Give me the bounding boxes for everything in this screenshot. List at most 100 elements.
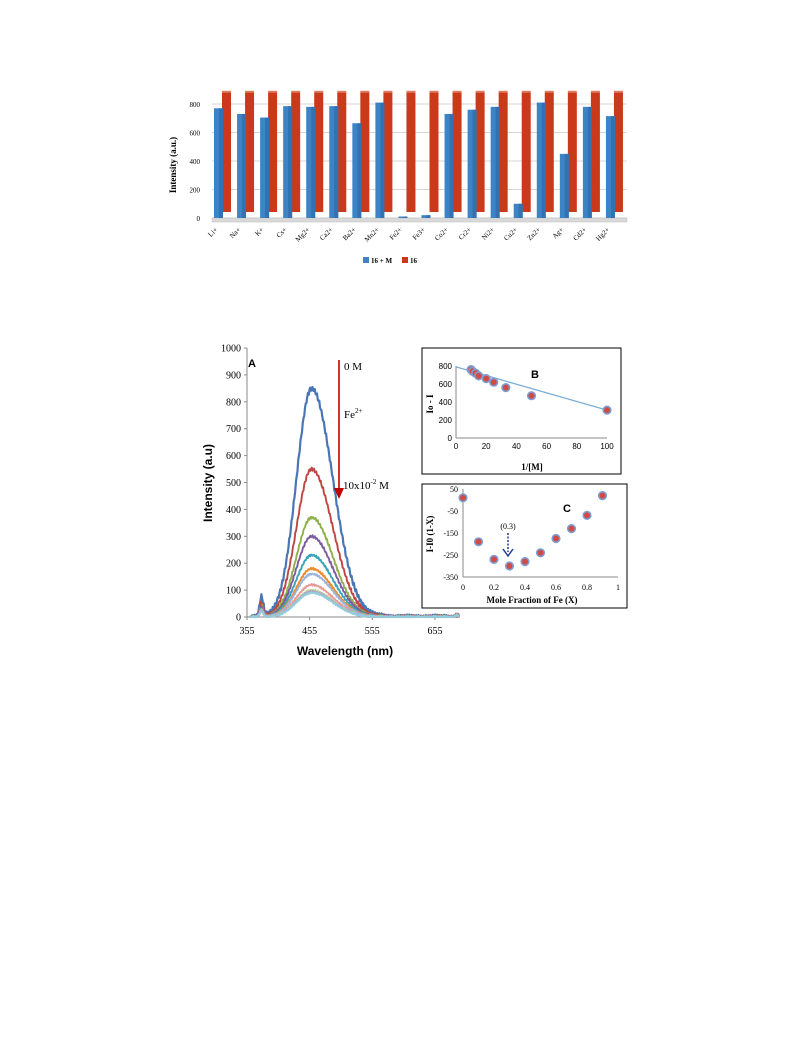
bar-16-ca2 [337, 92, 347, 212]
bar-16-plus-m-shade-ag [564, 153, 569, 218]
bar-x-tick-label: K+ [253, 226, 265, 238]
panel-b-frame [421, 347, 622, 475]
panel-c-point [489, 554, 499, 565]
panel-c-label: C [563, 503, 571, 515]
panel-a-y-tick-label: 800 [226, 397, 241, 408]
panel-c-y-tick-label: 50 [450, 485, 458, 494]
panel-a-y-axis-label: Intensity (a.u) [201, 444, 215, 522]
panel-a-x-tick-label: 555 [365, 626, 380, 637]
bar-16-top-ag [567, 90, 577, 93]
bar-legend: 16 + M 16 [363, 257, 418, 265]
bar-16-cd2 [590, 92, 600, 212]
bar-16-plus-m-shade-ni2 [495, 106, 500, 218]
bar-16-plus-m-shade-na [242, 113, 247, 218]
ion-selectivity-bar-chart: 0 200 400 600 800 Li+ Na+ K+ Cs+ Mg2+ Ca2+ Ba2+ Mn2… [168, 90, 628, 265]
panel-b-point [489, 377, 499, 387]
bar-y-tick-label: 400 [190, 158, 201, 166]
bar-16-plus-m-hg2 [605, 116, 615, 218]
panel-c-point [504, 561, 515, 571]
bar-16-plus-m-cd2 [582, 106, 592, 218]
panel-b-x-tick-label: 0 [454, 442, 459, 451]
bar-16-top-cd2 [590, 90, 600, 93]
bar-16-plus-m-zn2 [536, 102, 546, 218]
panel-b-x-tick-label: 60 [542, 442, 551, 451]
panel-a-x-tick-label: 355 [240, 626, 255, 637]
panel-b-y-tick-label: 800 [439, 362, 453, 371]
bar-16-plus-m-shade-fe2 [403, 216, 408, 218]
panel-a-y-tick-label: 700 [226, 424, 241, 435]
bar-16-plus-m-ni2 [490, 106, 500, 218]
panel-a-y-tick-label: 100 [226, 586, 241, 597]
bar-16-plus-m-shade-ca2 [334, 106, 339, 218]
legend-label-16-plus-m: 16 + M [371, 257, 392, 265]
annotation-fe-charge: 2+ [355, 407, 363, 415]
panel-c-y-axis-label: I-I0 (1-X) [425, 516, 435, 553]
bar-16-top-ba2 [360, 90, 370, 93]
bar-gridlines [211, 103, 628, 223]
panel-a-y-tick-label: 900 [226, 370, 241, 381]
bar-16-top-fe3 [429, 90, 439, 93]
panel-b-x-tick-labels: 0 20 40 60 80 100 [454, 442, 614, 451]
annotation-fe-ion: Fe2+ [344, 407, 363, 421]
bar-16-plus-m-mg2 [306, 106, 316, 218]
bar-16-plus-m-fe3 [421, 215, 431, 218]
panel-b-y-tick-label: 400 [439, 398, 453, 407]
bar-16-top-k [268, 90, 278, 93]
panel-a-x-axis-label: Wavelength (nm) [297, 644, 393, 658]
bar-16-plus-m-shade-hg2 [610, 116, 615, 218]
bar-x-tick-label: Hg2+ [594, 226, 611, 243]
panel-a-y-tick-label: 0 [236, 613, 241, 624]
panel-c-y-tick-label: -350 [443, 573, 458, 582]
bar-16-plus-m-shade-cu2 [518, 203, 523, 218]
bar-x-tick-label: Fe3+ [411, 226, 427, 242]
panel-b-x-tick-label: 20 [482, 442, 491, 451]
bar-16-top-cs [291, 90, 301, 93]
panel-c-y-tick-labels: 50 -50 -150 -250 -350 [443, 485, 458, 582]
spectrum-line-11 [249, 591, 460, 618]
bar-y-tick-label: 800 [190, 101, 201, 109]
bar-x-tick-label: Mn2+ [363, 226, 381, 244]
bar-16-top-mg2 [314, 90, 324, 93]
panel-c-frame [421, 483, 628, 609]
bar-16-ag [567, 92, 577, 212]
bar-16-plus-m-li [214, 108, 223, 218]
panel-a-x-tick-label: 655 [427, 626, 442, 637]
panel-c-inset: 50 -50 -150 -250 -350 0 0.2 0.4 0.6 0.8 1 C (0.3)… [421, 483, 628, 609]
panel-c-annotation: (0.3) [500, 522, 516, 531]
panel-c-point [473, 537, 484, 547]
panel-b-x-tick-label: 100 [600, 442, 614, 451]
bar-16-plus-m-shade-fe3 [426, 215, 431, 218]
panel-b-y-axis-label: Io - I [425, 394, 435, 413]
bar-16-na [245, 92, 255, 212]
panel-c-data-points [458, 491, 608, 571]
bar-series [214, 90, 623, 218]
annotation-max-unit: M [376, 480, 389, 492]
bar-16-cr2 [475, 92, 485, 212]
bar-16-plus-m-mn2 [375, 102, 385, 218]
panel-b-point [481, 374, 491, 384]
bar-16-top-cu2 [521, 90, 531, 93]
panel-a-x-tick-labels: 355 455 555 655 [240, 617, 442, 637]
bar-x-tick-label: Co2+ [433, 226, 450, 243]
panel-c-y-tick-label: -250 [443, 551, 458, 560]
panel-c-x-tick-label: 0 [461, 583, 465, 592]
bar-16-co2 [452, 92, 462, 212]
bar-16-mg2 [314, 92, 324, 212]
panel-b-y-tick-label: 200 [439, 416, 453, 425]
bar-16-plus-m-shade-cr2 [472, 109, 477, 218]
bar-16-plus-m-ag [559, 153, 569, 218]
panel-c-x-tick-label: 0.4 [520, 583, 530, 592]
bar-16-top-mn2 [383, 90, 393, 93]
panel-c-point [582, 510, 592, 521]
bar-x-tick-label: Cu2+ [502, 226, 519, 243]
bar-16-top-ca2 [337, 90, 347, 93]
bar-16-fe2 [406, 92, 416, 212]
annotation-max-base: 10x10 [343, 480, 371, 492]
concentration-arrow-head [334, 488, 344, 499]
bar-16-cu2 [521, 92, 531, 212]
panel-b-y-tick-labels: 0 200 400 600 800 [439, 362, 453, 443]
bar-x-tick-label: Mg2+ [294, 226, 312, 244]
